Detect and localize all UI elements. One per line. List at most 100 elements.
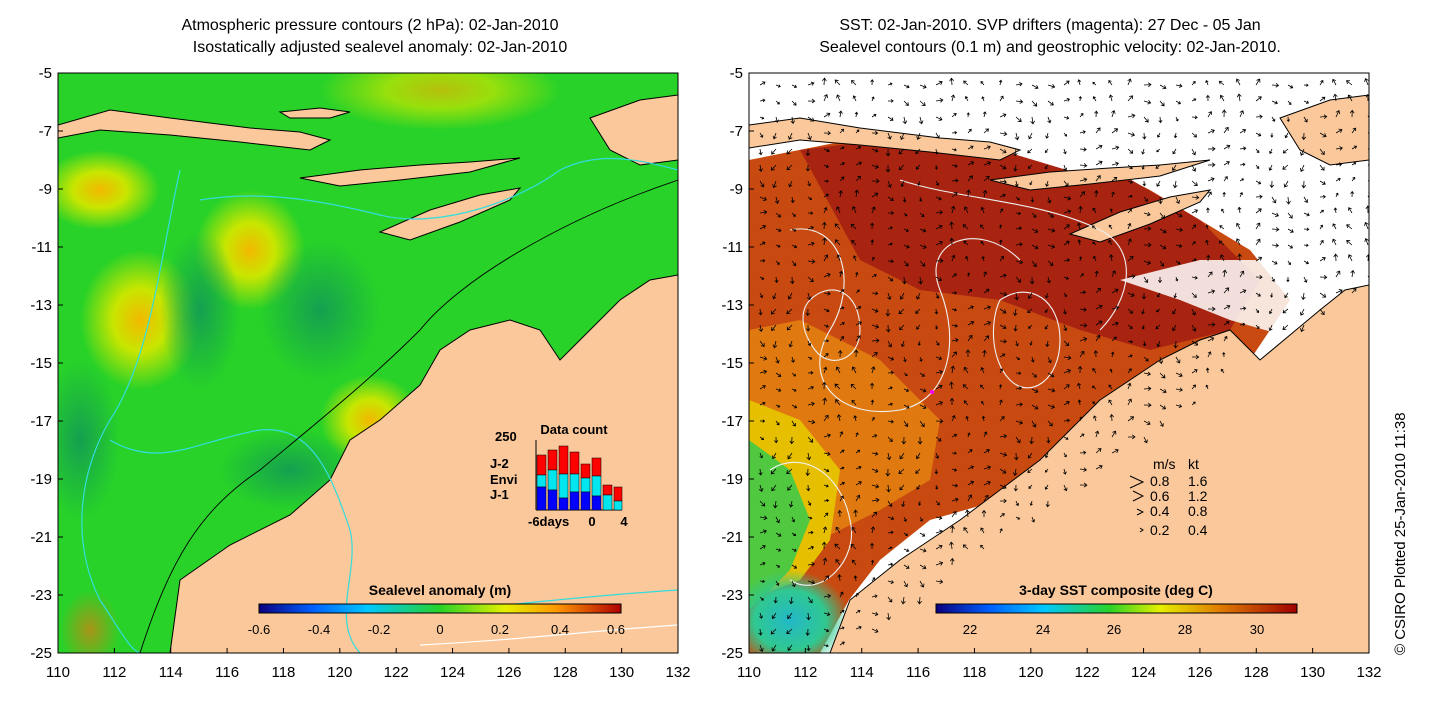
velocity-arrow bbox=[1127, 180, 1134, 184]
velocity-arrow bbox=[1111, 161, 1119, 167]
velocity-arrow bbox=[772, 132, 777, 140]
velocity-arrow bbox=[1015, 116, 1022, 123]
velocity-arrow bbox=[870, 382, 875, 390]
velocity-arrow bbox=[1047, 387, 1056, 393]
velocity-arrow bbox=[1191, 164, 1197, 172]
y-tick-label: -23 bbox=[30, 587, 52, 604]
velocity-arrow bbox=[839, 591, 844, 598]
velocity-arrow bbox=[934, 164, 938, 170]
velocity-arrow bbox=[852, 255, 857, 262]
velocity-arrow bbox=[775, 580, 780, 586]
velocity-arrow bbox=[1014, 132, 1020, 141]
velocity-arrow bbox=[1158, 196, 1163, 205]
eastern-island bbox=[1279, 94, 1369, 166]
velocity-arrow bbox=[919, 404, 927, 410]
velocity-arrow bbox=[855, 481, 862, 486]
velocity-arrow bbox=[983, 145, 991, 150]
velocity-arrow bbox=[1027, 308, 1033, 314]
velocity-arrow-icon bbox=[1136, 508, 1145, 516]
velocity-arrow bbox=[887, 402, 894, 406]
velocity-arrow bbox=[1300, 148, 1305, 156]
velocity-arrow bbox=[871, 324, 880, 329]
velocity-arrow bbox=[807, 356, 813, 360]
velocity-arrow bbox=[1286, 196, 1291, 205]
velocity-arrow bbox=[1110, 351, 1115, 358]
velocity-arrow bbox=[759, 385, 766, 390]
australia-land bbox=[169, 274, 678, 653]
velocity-arrow bbox=[1015, 99, 1024, 104]
velocity-arrow bbox=[1031, 516, 1036, 523]
velocity-arrow bbox=[1143, 242, 1152, 248]
velocity-arrow bbox=[1205, 224, 1209, 230]
velocity-arrow bbox=[1092, 255, 1097, 262]
velocity-arrow bbox=[887, 436, 893, 442]
velocity-arrow bbox=[1127, 354, 1133, 358]
velocity-arrow bbox=[835, 399, 841, 406]
velocity-arrow bbox=[788, 132, 793, 140]
velocity-arrow bbox=[887, 276, 894, 282]
velocity-arrow bbox=[1028, 292, 1033, 299]
velocity-arrow bbox=[1271, 212, 1279, 218]
velocity-arrow bbox=[791, 548, 797, 552]
velocity-arrow bbox=[1268, 308, 1273, 315]
velocity-arrow bbox=[885, 164, 891, 173]
velocity-arrow bbox=[1031, 244, 1039, 250]
velocity-arrow bbox=[1063, 384, 1070, 390]
right-colorbar-label: 3-day SST composite (deg C) bbox=[1019, 582, 1213, 598]
velocity-arrow bbox=[887, 196, 894, 202]
velocity-arrow bbox=[855, 609, 861, 614]
velocity-arrow bbox=[980, 206, 985, 214]
y-tick-label: -19 bbox=[30, 471, 52, 488]
velocity-arrow bbox=[839, 495, 844, 502]
x-tick-label: 124 bbox=[1131, 664, 1156, 681]
velocity-arrow bbox=[919, 228, 927, 233]
velocity-arrow bbox=[823, 308, 830, 313]
velocity-arrow bbox=[935, 500, 940, 506]
velocity-arrow bbox=[1335, 289, 1343, 294]
velocity-arrow bbox=[1319, 224, 1324, 230]
velocity-arrow bbox=[919, 356, 923, 362]
velocity-arrow bbox=[983, 448, 990, 454]
velocity-arrow bbox=[1079, 433, 1085, 438]
left-x-ticks: 110 112 114 116 118 120 122 124 126 128 130 132 bbox=[46, 648, 691, 681]
velocity-arrow bbox=[759, 356, 768, 361]
velocity-arrow bbox=[887, 82, 893, 86]
velocity-arrow bbox=[1015, 196, 1020, 201]
velocity-arrow bbox=[839, 270, 844, 278]
velocity-arrow bbox=[919, 244, 927, 249]
velocity-arrow bbox=[807, 116, 815, 122]
velocity-arrow bbox=[916, 324, 921, 330]
inset-series-j2: J-2 bbox=[490, 456, 509, 471]
velocity-arrow bbox=[1143, 226, 1152, 232]
velocity-arrow bbox=[791, 228, 797, 232]
velocity-legend-ms: 0.8 bbox=[1150, 473, 1170, 489]
velocity-arrow bbox=[1220, 368, 1225, 374]
velocity-arrow bbox=[1237, 206, 1242, 214]
velocity-arrow bbox=[935, 401, 944, 406]
velocity-arrow bbox=[1284, 292, 1289, 299]
velocity-arrow bbox=[1159, 212, 1165, 219]
velocity-arrow bbox=[967, 334, 973, 342]
velocity-arrow bbox=[1335, 110, 1341, 118]
velocity-arrow bbox=[966, 189, 971, 198]
inset-bar bbox=[591, 495, 602, 511]
velocity-arrow bbox=[1063, 452, 1067, 458]
velocity-arrow bbox=[1095, 144, 1103, 150]
velocity-arrow bbox=[887, 211, 895, 215]
velocity-arrow bbox=[1191, 224, 1197, 230]
velocity-arrow bbox=[1159, 100, 1165, 107]
velocity-arrow bbox=[1031, 356, 1035, 363]
velocity-arrow bbox=[837, 574, 842, 582]
velocity-arrow bbox=[1287, 100, 1292, 106]
sst-hot-field bbox=[800, 130, 1260, 350]
velocity-arrow bbox=[935, 132, 940, 139]
inset-bar bbox=[547, 489, 558, 511]
velocity-arrow bbox=[855, 289, 860, 294]
credit-text: © CSIRO Plotted 25-Jan-2010 11:38 bbox=[1392, 412, 1409, 655]
sealevel-contour bbox=[419, 624, 678, 646]
velocity-arrow bbox=[980, 384, 985, 390]
velocity-arrow bbox=[999, 131, 1008, 137]
velocity-arrow bbox=[1111, 109, 1116, 118]
velocity-arrow bbox=[1111, 288, 1119, 294]
velocity-arrow bbox=[1175, 212, 1183, 218]
